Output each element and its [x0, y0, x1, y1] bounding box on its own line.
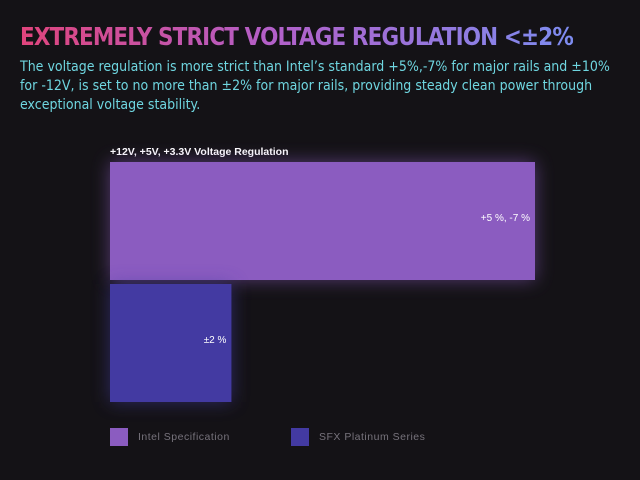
description-text: The voltage regulation is more strict th…: [20, 59, 610, 113]
bar-1: [110, 284, 232, 402]
legend-item-intel: Intel Specification: [110, 428, 230, 446]
bar-label-1: ±2 %: [204, 335, 227, 346]
bar-label-0: +5 %, -7 %: [481, 213, 530, 224]
legend-item-sfx: SFX Platinum Series: [291, 428, 425, 446]
legend-swatch-sfx: [291, 428, 309, 446]
legend-swatch-intel: [110, 428, 128, 446]
bar-0: [110, 162, 535, 280]
chart-title: +12V, +5V, +3.3V Voltage Regulation: [110, 146, 289, 158]
legend-label-intel: Intel Specification: [138, 431, 230, 443]
headline-title: EXTREMELY STRICT VOLTAGE REGULATION <±2%: [20, 22, 574, 51]
legend-label-sfx: SFX Platinum Series: [319, 431, 426, 443]
